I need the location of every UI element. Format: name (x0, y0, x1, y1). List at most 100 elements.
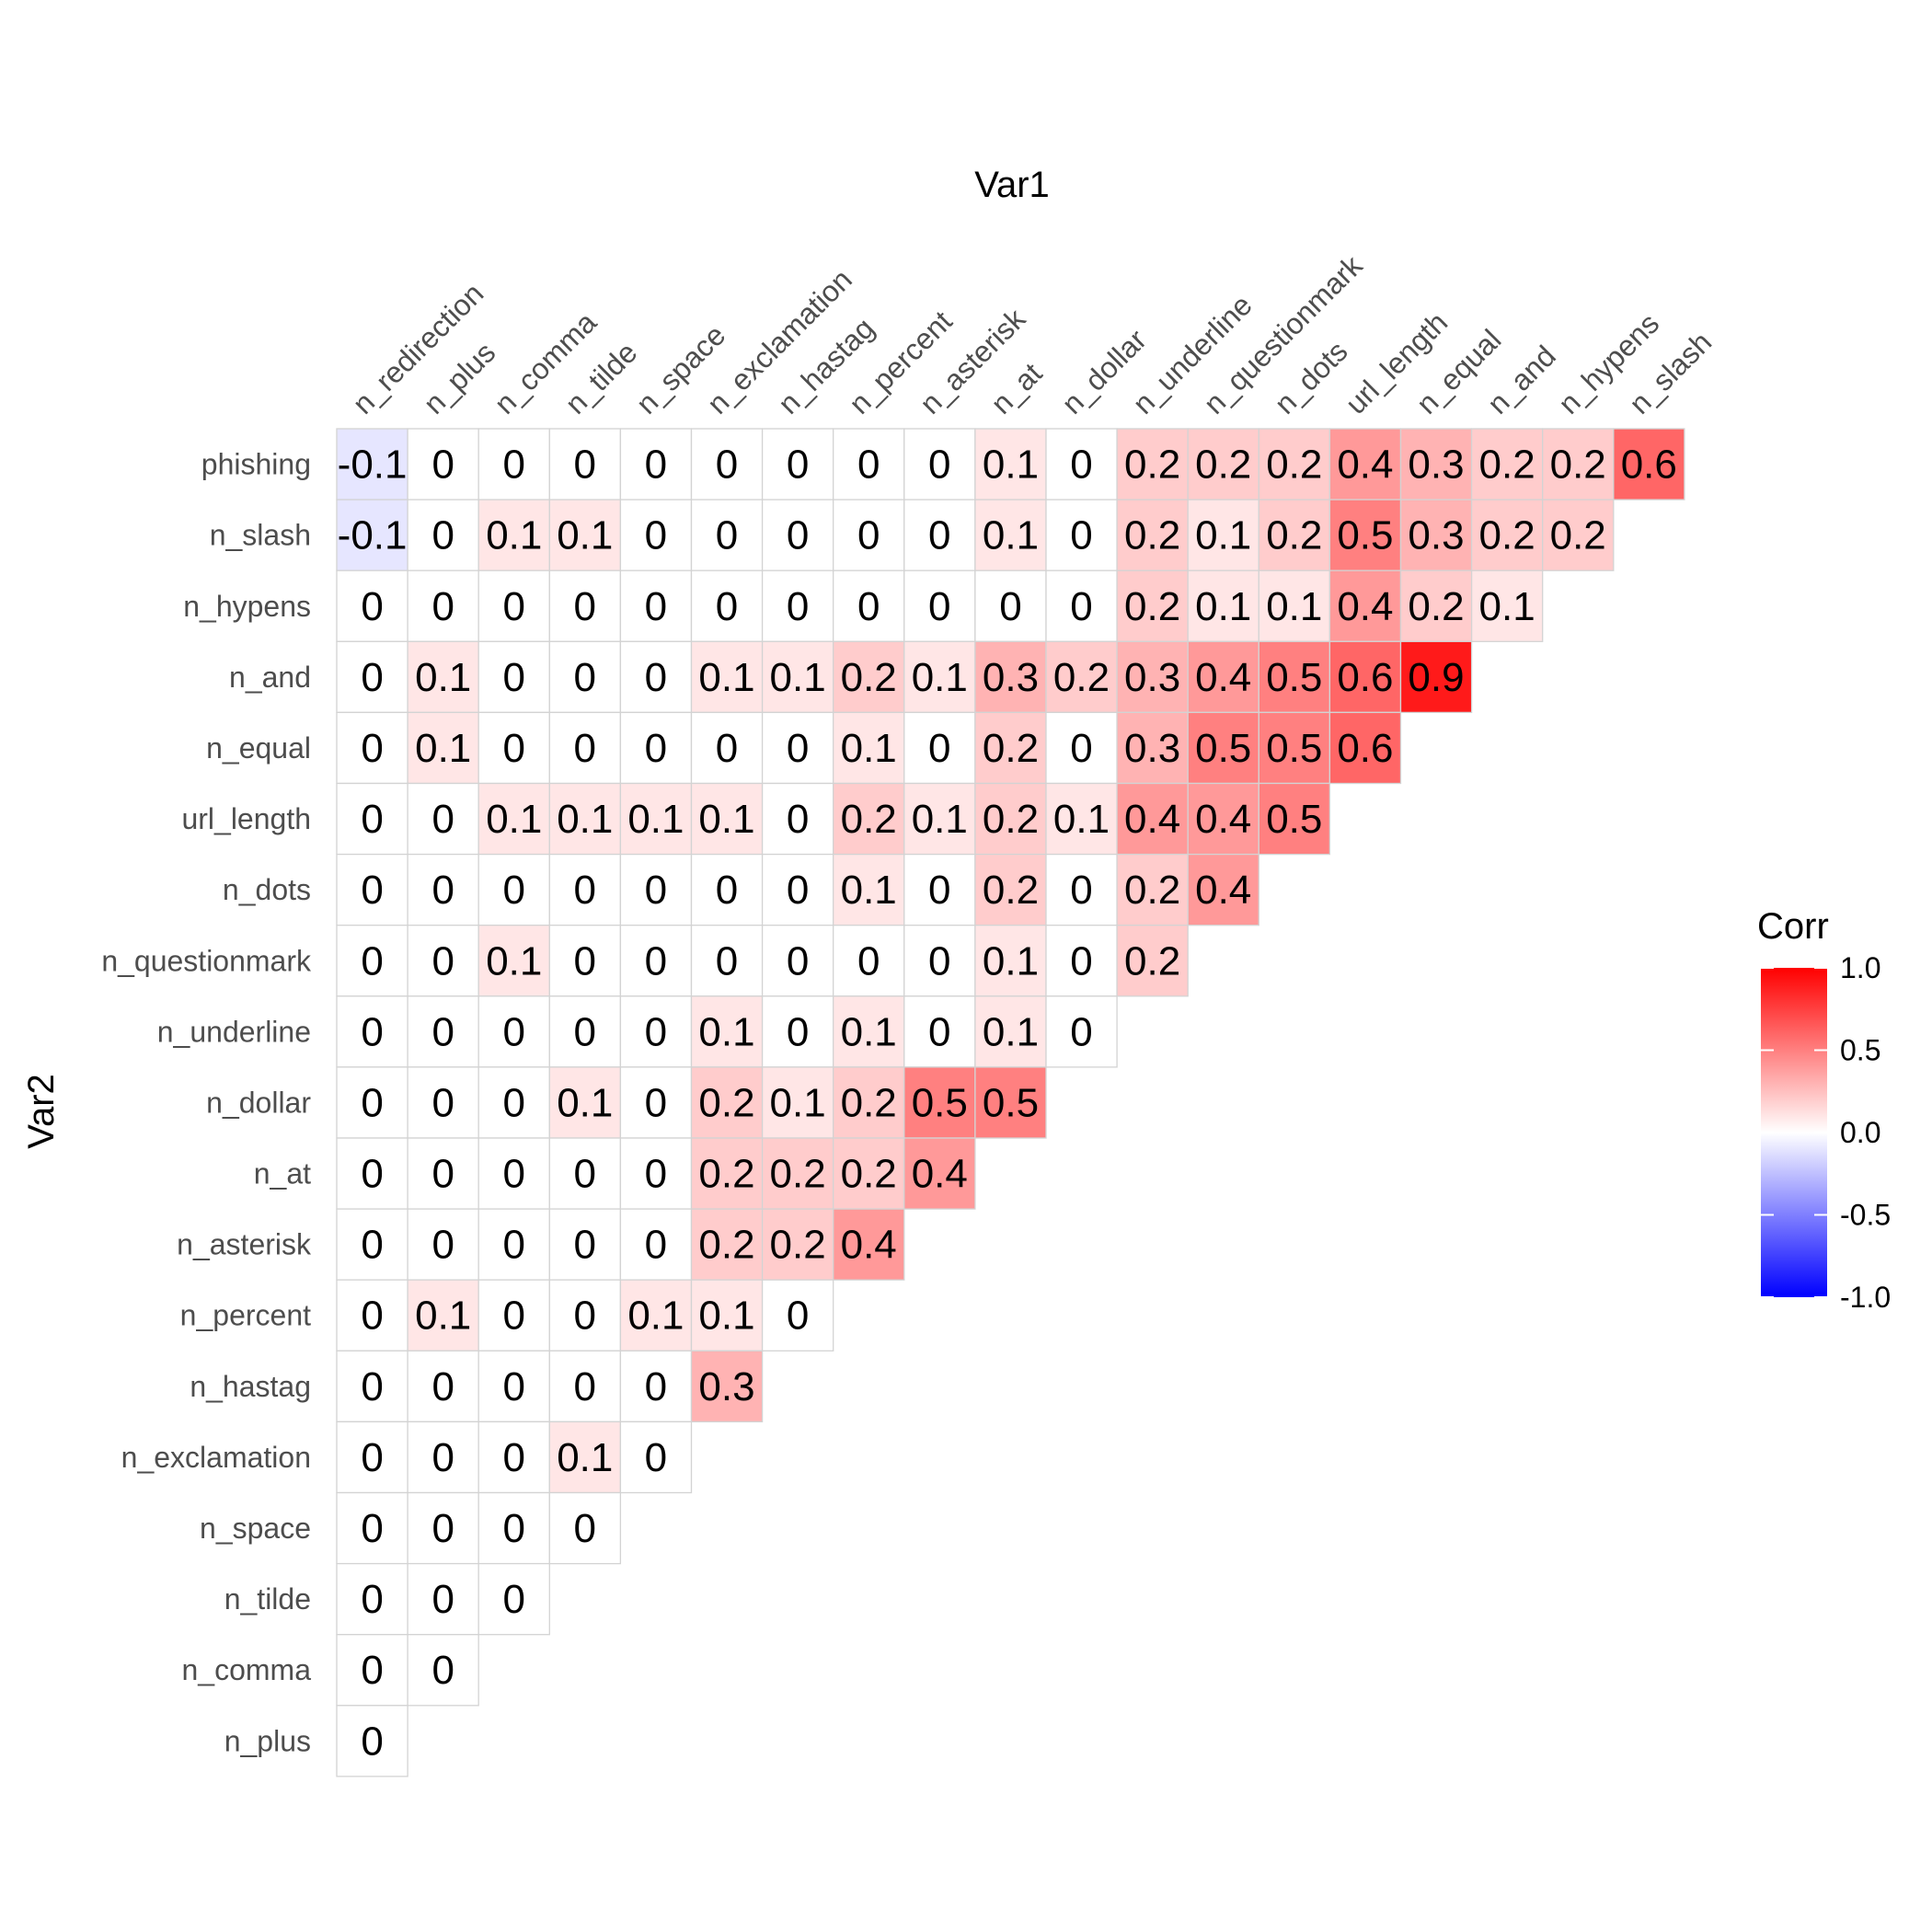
heatmap-tile (336, 1491, 408, 1565)
heatmap-tile (1116, 428, 1189, 500)
cell-value-label: 0 (645, 1081, 667, 1126)
y-tick-label: n_tilde (224, 1582, 311, 1616)
cell-value-label: 0 (361, 1577, 383, 1622)
heatmap-tile (1328, 640, 1402, 714)
cell-value-label: 0 (361, 797, 383, 842)
heatmap-tile (1116, 782, 1189, 856)
cell-value-label: 0 (574, 443, 596, 488)
cell-value-label: 0 (503, 1506, 525, 1551)
cell-value-label: 0 (503, 1081, 525, 1126)
heatmap-tile (619, 1279, 693, 1351)
cell-value-label: 0 (431, 797, 454, 842)
heatmap-tile (477, 925, 550, 997)
heatmap-tile (761, 1137, 834, 1210)
cell-value-label: 0.6 (1337, 655, 1393, 700)
cell-value-label: 0.5 (1266, 726, 1322, 771)
heatmap-tile (407, 569, 479, 642)
y-tick-label: n_percent (180, 1299, 311, 1332)
heatmap-tile (690, 1279, 764, 1351)
cell-value-label: 0 (574, 938, 596, 983)
heatmap-tile (690, 1208, 764, 1281)
heatmap-tile (619, 711, 693, 785)
cell-value-label: 0 (645, 1152, 667, 1197)
cell-value-label: 0 (431, 513, 454, 558)
cell-value-label: 0.5 (1266, 655, 1322, 700)
cell-value-label: 0 (787, 443, 809, 488)
y-tick-label: n_equal (206, 731, 311, 765)
cell-value-label: 0.1 (1195, 513, 1251, 558)
cell-value-label: 0.2 (1124, 443, 1180, 488)
y-axis-title: Var2 (21, 1074, 62, 1149)
heatmap-tile (477, 1350, 550, 1423)
cell-value-label: 0.2 (1195, 443, 1251, 488)
cell-value-label: 0 (574, 1152, 596, 1197)
legend-tick-label: 1.0 (1840, 951, 1880, 984)
cell-value-label: 0.3 (1408, 513, 1464, 558)
cell-value-label: 0 (787, 1009, 809, 1054)
heatmap-tile (477, 1066, 550, 1139)
heatmap-tile (336, 1137, 408, 1210)
cell-value-label: 0.4 (912, 1152, 968, 1197)
cell-value-label: 0 (1070, 513, 1092, 558)
heatmap-tile (407, 995, 479, 1068)
cell-value-label: 0.1 (1479, 584, 1535, 629)
heatmap-tile (548, 1066, 622, 1139)
cell-value-label: 0.1 (698, 1009, 754, 1054)
heatmap-tile (477, 1562, 550, 1636)
cell-value-label: 0.3 (983, 655, 1039, 700)
heatmap-tile (1045, 995, 1118, 1068)
heatmap-tile (690, 1350, 764, 1423)
heatmap-tile (336, 428, 408, 500)
heatmap-tile (833, 428, 905, 500)
heatmap-tile (833, 1066, 905, 1139)
cell-value-label: 0.2 (841, 797, 897, 842)
heatmap-tile (833, 499, 905, 571)
cell-value-label: 0 (574, 1506, 596, 1551)
cell-value-label: 0.1 (770, 655, 826, 700)
cell-value-label: 0 (431, 584, 454, 629)
heatmap-tile (1045, 782, 1118, 856)
heatmap-tile (548, 853, 622, 926)
heatmap-tile (548, 1279, 622, 1351)
heatmap-tile (761, 925, 834, 997)
cell-value-label: -0.1 (338, 443, 408, 488)
cell-value-label: 0 (1070, 584, 1092, 629)
cell-value-label: 0.2 (983, 868, 1039, 913)
cell-value-label: 0.1 (912, 655, 968, 700)
cell-value-label: 0 (361, 1152, 383, 1197)
cell-value-label: 0 (503, 1152, 525, 1197)
heatmap-tile (1542, 499, 1615, 571)
heatmap-tile (974, 995, 1047, 1068)
heatmap-tile (1258, 711, 1331, 785)
heatmap-tile (1258, 428, 1331, 500)
cell-value-label: 0 (716, 726, 738, 771)
cell-value-label: 0.2 (1550, 443, 1606, 488)
cell-value-label: 0.1 (983, 513, 1039, 558)
cell-value-label: 0.1 (557, 1081, 613, 1126)
cell-value-label: 0 (928, 938, 950, 983)
cell-value-label: 0.4 (841, 1223, 897, 1268)
heatmap-tile (690, 428, 764, 500)
heatmap-tile (477, 569, 550, 642)
heatmap-tile (407, 1279, 479, 1351)
y-tick-label: n_hastag (190, 1370, 311, 1403)
heatmap-tile (407, 499, 479, 571)
heatmap-tile (1045, 925, 1118, 997)
cell-value-label: 0.2 (983, 726, 1039, 771)
cell-value-label: 0 (361, 1648, 383, 1693)
y-tick-label: n_asterisk (177, 1228, 312, 1261)
cell-value-label: 0 (361, 868, 383, 913)
heatmap-tile (690, 925, 764, 997)
cell-value-label: 0 (361, 1364, 383, 1409)
cell-value-label: 0 (503, 443, 525, 488)
cell-value-label: 0 (716, 443, 738, 488)
heatmap-tile (1187, 569, 1259, 642)
y-tick-label: n_hypens (183, 590, 311, 623)
heatmap-tile (336, 1420, 408, 1494)
heatmap-tile (548, 711, 622, 785)
heatmap-tile (833, 925, 905, 997)
heatmap-tile (1258, 569, 1331, 642)
heatmap-tile (1399, 640, 1473, 714)
cell-value-label: 0 (645, 1364, 667, 1409)
cell-value-label: 0.2 (1408, 584, 1464, 629)
